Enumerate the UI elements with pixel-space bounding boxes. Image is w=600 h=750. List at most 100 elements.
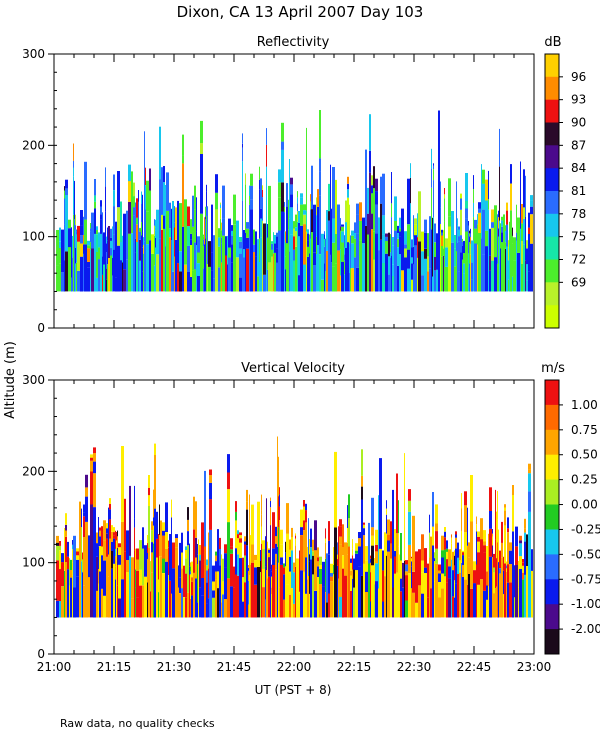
echo-column bbox=[498, 236, 499, 292]
echo-column bbox=[369, 150, 371, 173]
echo-column bbox=[242, 147, 243, 162]
echo-column bbox=[148, 547, 150, 618]
echo-column bbox=[270, 569, 271, 618]
echo-column bbox=[347, 242, 349, 292]
echo-column bbox=[528, 473, 531, 492]
echo-column bbox=[267, 237, 268, 270]
echo-column bbox=[461, 562, 462, 618]
echo-column bbox=[525, 217, 526, 261]
echo-column bbox=[462, 259, 463, 292]
echo-column bbox=[405, 571, 408, 576]
echo-column bbox=[396, 533, 398, 573]
echo-column bbox=[468, 542, 470, 558]
echo-column bbox=[390, 558, 392, 580]
echo-column bbox=[228, 257, 231, 292]
echo-column bbox=[142, 527, 144, 549]
echo-column bbox=[208, 532, 209, 569]
echo-column bbox=[436, 269, 438, 292]
echo-column bbox=[319, 110, 321, 159]
echo-column bbox=[483, 541, 486, 546]
echo-column bbox=[118, 543, 121, 548]
echo-column bbox=[190, 571, 191, 575]
echo-column bbox=[332, 194, 335, 219]
echo-column bbox=[435, 563, 438, 618]
echo-column bbox=[432, 492, 434, 527]
echo-column bbox=[429, 216, 431, 269]
echo-column bbox=[319, 195, 321, 254]
echo-column bbox=[459, 560, 461, 573]
echo-column bbox=[259, 262, 260, 292]
echo-column bbox=[150, 561, 151, 592]
echo-column bbox=[80, 256, 83, 292]
echo-column bbox=[179, 593, 181, 618]
echo-column bbox=[506, 565, 507, 569]
echo-column bbox=[259, 238, 260, 262]
echo-column bbox=[246, 248, 249, 292]
echo-column bbox=[325, 538, 326, 543]
echo-column bbox=[191, 577, 193, 582]
echo-column bbox=[113, 234, 115, 250]
echo-column bbox=[284, 206, 285, 213]
colorbar-swatch bbox=[545, 99, 559, 123]
echo-column bbox=[283, 574, 285, 600]
echo-column bbox=[399, 573, 400, 618]
echo-column bbox=[117, 565, 118, 586]
echo-column bbox=[295, 231, 297, 247]
echo-column bbox=[71, 227, 72, 278]
echo-column bbox=[464, 579, 467, 618]
echo-column bbox=[169, 534, 171, 570]
echo-column bbox=[398, 589, 399, 618]
colorbar-tick-label: 84 bbox=[571, 161, 586, 175]
echo-column bbox=[215, 561, 217, 572]
echo-column bbox=[526, 248, 528, 254]
echo-column bbox=[397, 265, 399, 292]
echo-column bbox=[271, 571, 272, 577]
echo-column bbox=[250, 564, 251, 618]
echo-column bbox=[341, 242, 344, 262]
echo-column bbox=[341, 261, 344, 292]
echo-column bbox=[434, 558, 435, 562]
echo-column bbox=[109, 503, 111, 510]
echo-column bbox=[445, 266, 448, 281]
echo-column bbox=[474, 219, 477, 229]
echo-column bbox=[128, 181, 131, 202]
colorbar-tick-label: -0.50 bbox=[571, 547, 600, 561]
echo-column bbox=[230, 549, 233, 554]
echo-column bbox=[68, 228, 71, 248]
echo-column bbox=[215, 571, 217, 580]
echo-column bbox=[162, 558, 165, 573]
echo-column bbox=[158, 534, 159, 580]
echo-column bbox=[159, 504, 160, 535]
echo-column bbox=[205, 219, 206, 239]
echo-column bbox=[115, 277, 117, 292]
echo-column bbox=[139, 239, 141, 261]
echo-column bbox=[397, 238, 399, 248]
echo-column bbox=[90, 223, 91, 229]
echo-column bbox=[253, 229, 255, 245]
echo-column bbox=[411, 588, 412, 618]
echo-column bbox=[134, 518, 135, 528]
echo-column bbox=[235, 501, 237, 512]
echo-column bbox=[324, 263, 325, 292]
echo-column bbox=[458, 241, 460, 272]
echo-column bbox=[289, 539, 291, 550]
echo-column bbox=[148, 495, 150, 506]
echo-column bbox=[352, 578, 353, 618]
echo-column bbox=[391, 255, 392, 292]
echo-column bbox=[469, 230, 470, 234]
echo-column bbox=[239, 241, 242, 249]
echo-column bbox=[477, 541, 480, 553]
echo-column bbox=[200, 143, 203, 154]
echo-column bbox=[276, 248, 278, 263]
echo-column bbox=[56, 535, 59, 543]
echo-column bbox=[199, 554, 201, 561]
echo-column bbox=[297, 221, 298, 292]
x-tick-label: 22:45 bbox=[457, 660, 492, 674]
echo-column bbox=[497, 241, 498, 264]
echo-column bbox=[113, 527, 115, 533]
echo-column bbox=[528, 491, 531, 512]
echo-column bbox=[344, 260, 345, 275]
echo-column bbox=[195, 501, 197, 538]
echo-column bbox=[76, 229, 77, 232]
